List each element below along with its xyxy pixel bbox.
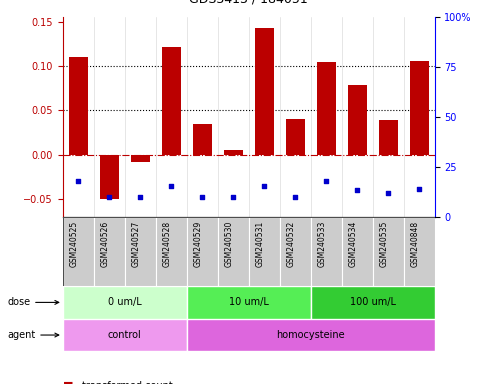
Bar xyxy=(94,217,125,286)
Text: control: control xyxy=(108,330,142,340)
Bar xyxy=(317,62,336,155)
Text: GSM240533: GSM240533 xyxy=(317,220,326,267)
Bar xyxy=(373,217,404,286)
Bar xyxy=(63,286,187,319)
Point xyxy=(229,194,237,200)
Point xyxy=(168,183,175,189)
Point xyxy=(322,179,330,185)
Point xyxy=(199,194,206,200)
Point xyxy=(260,183,268,189)
Text: agent: agent xyxy=(7,330,59,340)
Bar xyxy=(255,28,273,155)
Bar xyxy=(125,217,156,286)
Text: transformed count: transformed count xyxy=(82,381,173,384)
Bar xyxy=(342,217,373,286)
Bar xyxy=(218,217,249,286)
Point xyxy=(415,185,423,192)
Bar xyxy=(280,217,311,286)
Bar xyxy=(187,217,218,286)
Bar xyxy=(193,124,212,155)
Point xyxy=(105,194,113,200)
Bar xyxy=(156,217,187,286)
Text: GSM240527: GSM240527 xyxy=(131,220,140,266)
Text: dose: dose xyxy=(7,297,59,308)
Text: GDS3413 / 184051: GDS3413 / 184051 xyxy=(189,0,308,6)
Text: GSM240532: GSM240532 xyxy=(286,220,295,266)
Bar xyxy=(100,155,118,199)
Text: GSM240526: GSM240526 xyxy=(100,220,109,266)
Text: 10 um/L: 10 um/L xyxy=(229,297,269,308)
Bar xyxy=(63,217,94,286)
Text: GSM240848: GSM240848 xyxy=(410,220,419,266)
Text: 100 um/L: 100 um/L xyxy=(350,297,396,308)
Text: GSM240530: GSM240530 xyxy=(224,220,233,267)
Bar xyxy=(404,217,435,286)
Text: GSM240525: GSM240525 xyxy=(69,220,78,266)
Bar xyxy=(379,120,398,155)
Bar xyxy=(348,85,367,155)
Bar xyxy=(131,155,150,162)
Text: GSM240535: GSM240535 xyxy=(379,220,388,267)
Bar xyxy=(286,119,304,155)
Text: 0 um/L: 0 um/L xyxy=(108,297,142,308)
Point xyxy=(384,190,392,196)
Bar xyxy=(187,319,435,351)
Text: GSM240534: GSM240534 xyxy=(348,220,357,267)
Text: GSM240531: GSM240531 xyxy=(255,220,264,266)
Bar xyxy=(311,286,435,319)
Bar xyxy=(162,46,181,155)
Text: ■: ■ xyxy=(63,381,73,384)
Text: homocysteine: homocysteine xyxy=(276,330,345,340)
Bar xyxy=(63,319,187,351)
Bar xyxy=(249,217,280,286)
Point xyxy=(291,194,299,200)
Text: GSM240529: GSM240529 xyxy=(193,220,202,266)
Bar xyxy=(224,151,242,155)
Point xyxy=(354,187,361,194)
Point xyxy=(74,179,82,185)
Point xyxy=(136,194,144,200)
Bar xyxy=(311,217,342,286)
Bar xyxy=(69,57,87,155)
Bar xyxy=(410,61,428,155)
Bar xyxy=(187,286,311,319)
Text: GSM240528: GSM240528 xyxy=(162,220,171,266)
